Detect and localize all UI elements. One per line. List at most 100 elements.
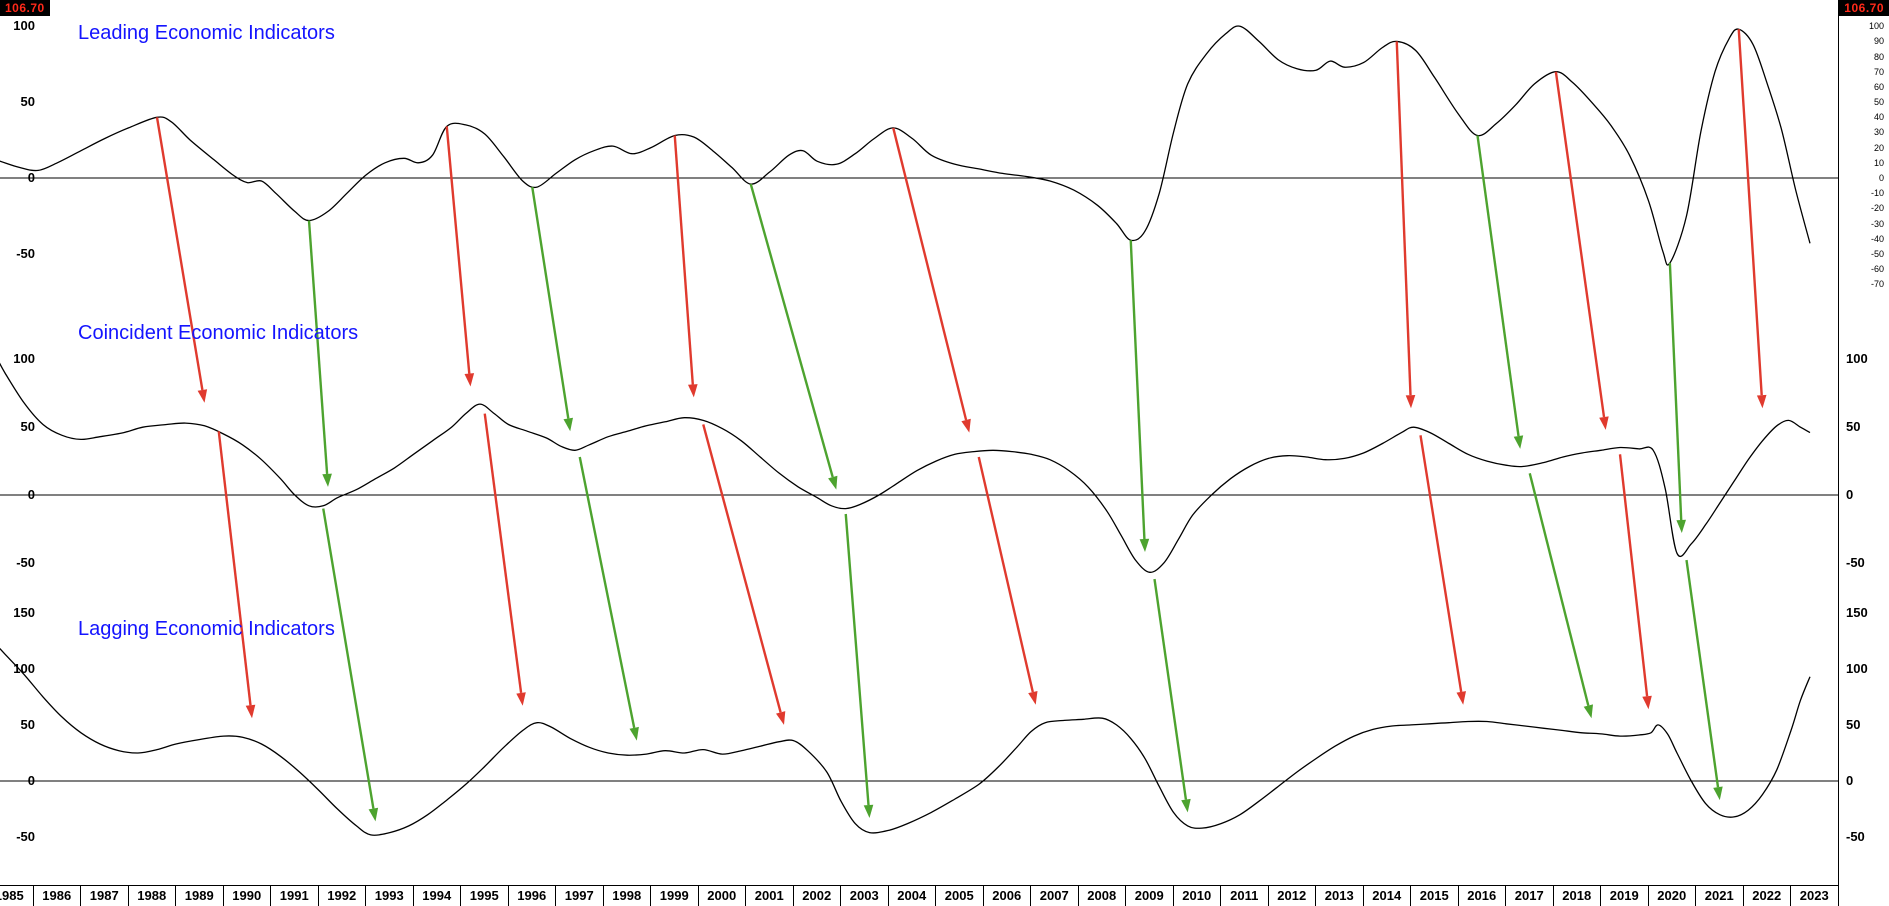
y-axis-label: 150 bbox=[13, 604, 35, 620]
x-axis-year-label: 2008 bbox=[1079, 886, 1126, 906]
x-axis-year-label: 2013 bbox=[1316, 886, 1364, 906]
x-axis-year-label: 2007 bbox=[1031, 886, 1079, 906]
x-axis-year-label: 1991 bbox=[271, 886, 319, 906]
fine-scale-label: 20 bbox=[1873, 142, 1884, 153]
x-axis-year-label: 1988 bbox=[129, 886, 176, 906]
peak-lead-arrow[interactable] bbox=[892, 127, 971, 433]
y-axis-label: 100 bbox=[13, 660, 35, 676]
x-axis-year-label: 2023 bbox=[1791, 886, 1839, 906]
peak-lead-arrow[interactable] bbox=[673, 135, 698, 398]
indicator-line-lagging[interactable] bbox=[0, 632, 1811, 836]
x-axis-year-label: 1990 bbox=[224, 886, 271, 906]
x-axis-year-label: 2018 bbox=[1554, 886, 1601, 906]
x-axis-year-label: 2012 bbox=[1269, 886, 1316, 906]
trough-lead-arrow[interactable] bbox=[578, 456, 639, 741]
y-axis-label: 0 bbox=[27, 170, 35, 185]
x-axis-year-label: 1985 bbox=[0, 886, 34, 906]
x-axis-year-label: 2002 bbox=[794, 886, 841, 906]
y-axis-label: -50 bbox=[16, 829, 35, 845]
peak-lead-arrow[interactable] bbox=[445, 126, 475, 387]
y-axis-label: 100 bbox=[1846, 351, 1868, 367]
fine-scale-label: 30 bbox=[1873, 127, 1884, 138]
fine-scale-label: 0 bbox=[1878, 173, 1884, 183]
peak-lead-arrow[interactable] bbox=[217, 431, 256, 719]
trough-lead-arrow[interactable] bbox=[531, 186, 573, 432]
x-axis-year-label: 1995 bbox=[461, 886, 509, 906]
x-axis-year-label: 2006 bbox=[984, 886, 1031, 906]
fine-scale-label: -30 bbox=[1870, 218, 1884, 229]
x-axis-year-label: 1996 bbox=[509, 886, 556, 906]
fine-scale-label: -40 bbox=[1870, 233, 1884, 244]
x-axis-year-label: 2019 bbox=[1601, 886, 1649, 906]
y-axis-label: -50 bbox=[1846, 829, 1865, 845]
x-axis-year-label: 1992 bbox=[319, 886, 366, 906]
y-axis-label: 0 bbox=[27, 487, 35, 502]
fine-scale-label: 50 bbox=[1873, 97, 1884, 108]
trough-lead-arrow[interactable] bbox=[1153, 578, 1191, 813]
trough-lead-arrow[interactable] bbox=[1528, 473, 1593, 719]
x-axis-year-label: 2009 bbox=[1126, 886, 1174, 906]
x-axis-year-label: 1994 bbox=[414, 886, 461, 906]
x-axis-year-label: 2021 bbox=[1696, 886, 1744, 906]
peak-lead-arrow[interactable] bbox=[1737, 29, 1767, 409]
y-axis-label: 50 bbox=[20, 716, 35, 732]
trough-lead-arrow[interactable] bbox=[307, 220, 332, 487]
x-axis-year-label: 2016 bbox=[1459, 886, 1506, 906]
y-axis-label: -50 bbox=[1846, 554, 1865, 570]
trough-lead-arrow[interactable] bbox=[1129, 240, 1150, 552]
trough-lead-arrow[interactable] bbox=[749, 183, 838, 490]
peak-lead-arrow[interactable] bbox=[1419, 435, 1467, 705]
indicator-line-coincident[interactable] bbox=[0, 339, 1811, 573]
fine-scale-label: -70 bbox=[1870, 279, 1884, 290]
fine-scale-label: -10 bbox=[1870, 188, 1884, 199]
y-axis-label: -50 bbox=[16, 554, 35, 570]
x-axis-year-label: 2001 bbox=[746, 886, 794, 906]
trough-lead-arrow[interactable] bbox=[322, 508, 379, 822]
trough-lead-arrow[interactable] bbox=[1668, 262, 1686, 533]
peak-lead-arrow[interactable] bbox=[702, 424, 786, 725]
y-axis-label: 50 bbox=[20, 94, 35, 110]
panel-title-coincident[interactable]: Coincident Economic Indicators bbox=[78, 322, 359, 344]
trough-lead-arrow[interactable] bbox=[1476, 135, 1524, 449]
fine-scale-label: -50 bbox=[1870, 248, 1884, 259]
peak-lead-arrow[interactable] bbox=[1395, 41, 1416, 409]
y-axis-label: 150 bbox=[1846, 604, 1868, 620]
fine-scale-label: 90 bbox=[1873, 36, 1884, 47]
indicator-line-leading[interactable] bbox=[0, 25, 1811, 266]
peak-lead-arrow[interactable] bbox=[1618, 454, 1652, 710]
x-axis-year-label: 1989 bbox=[176, 886, 224, 906]
trough-lead-arrow[interactable] bbox=[1685, 559, 1723, 801]
x-axis-year-label: 1997 bbox=[556, 886, 604, 906]
peak-lead-arrow[interactable] bbox=[155, 117, 208, 403]
peak-lead-arrow[interactable] bbox=[977, 456, 1038, 705]
fine-scale-label: 60 bbox=[1873, 81, 1884, 92]
x-axis-year-label: 2017 bbox=[1506, 886, 1554, 906]
value-badge-right: 106.70 bbox=[1839, 0, 1889, 16]
fine-scale-label: 100 bbox=[1868, 21, 1884, 32]
fine-scale-label: -20 bbox=[1870, 203, 1884, 214]
panel-title-lagging[interactable]: Lagging Economic Indicators bbox=[78, 618, 335, 640]
peak-lead-arrow[interactable] bbox=[483, 413, 526, 706]
x-axis-year-label: 2014 bbox=[1364, 886, 1411, 906]
y-axis-label: 100 bbox=[13, 351, 35, 367]
panel-title-leading[interactable]: Leading Economic Indicators bbox=[78, 22, 335, 44]
fine-scale-label: 40 bbox=[1873, 112, 1884, 123]
y-axis-label: 50 bbox=[20, 419, 35, 435]
trough-lead-arrow[interactable] bbox=[844, 513, 874, 818]
fine-scale-label: 10 bbox=[1873, 157, 1884, 168]
x-axis-year-label: 2000 bbox=[699, 886, 746, 906]
fine-scale-label: -60 bbox=[1870, 264, 1884, 275]
x-axis: 1985198619871988198919901991199219931994… bbox=[0, 885, 1839, 906]
x-axis-year-label: 1998 bbox=[604, 886, 651, 906]
x-axis-year-label: 2010 bbox=[1174, 886, 1221, 906]
y-axis-label: 0 bbox=[1846, 487, 1854, 502]
value-badge-left: 106.70 bbox=[0, 0, 50, 16]
peak-lead-arrow[interactable] bbox=[1554, 71, 1609, 430]
x-axis-year-label: 2022 bbox=[1744, 886, 1791, 906]
y-axis-label: 100 bbox=[1846, 660, 1868, 676]
x-axis-year-label: 2004 bbox=[889, 886, 936, 906]
y-axis-label: 0 bbox=[27, 773, 35, 788]
x-axis-year-label: 2003 bbox=[841, 886, 889, 906]
